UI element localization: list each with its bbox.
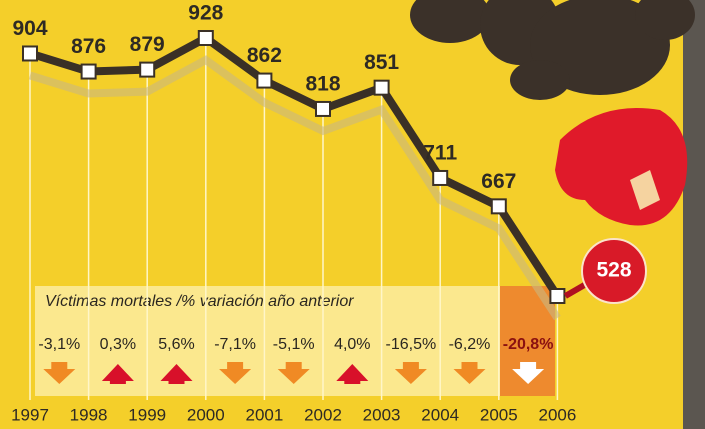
change-label: -20,8% xyxy=(503,336,554,353)
x-tick-label: 1998 xyxy=(70,405,108,424)
x-tick-label: 2004 xyxy=(421,405,459,424)
x-tick-label: 1997 xyxy=(11,405,49,424)
x-tick-label: 2003 xyxy=(363,405,401,424)
x-tick-label: 2005 xyxy=(480,405,518,424)
change-label: -16,5% xyxy=(386,336,437,353)
edge xyxy=(683,0,705,429)
change-label: -5,1% xyxy=(273,336,315,353)
change-label: -7,1% xyxy=(214,336,256,353)
point xyxy=(23,46,37,60)
change-label: 4,0% xyxy=(334,336,370,353)
change-label: -6,2% xyxy=(449,336,491,353)
value-label: 818 xyxy=(305,72,340,95)
change-label: -3,1% xyxy=(38,336,80,353)
point xyxy=(492,199,506,213)
value-label: 928 xyxy=(188,2,223,25)
change-label: 0,3% xyxy=(100,336,136,353)
value-label: 667 xyxy=(481,170,516,193)
point xyxy=(433,171,447,185)
point xyxy=(316,102,330,116)
point xyxy=(550,289,564,303)
point xyxy=(199,31,213,45)
x-tick-label: 2001 xyxy=(245,405,283,424)
x-tick-label: 2000 xyxy=(187,405,225,424)
point xyxy=(82,65,96,79)
value-label: 862 xyxy=(247,44,282,67)
value-label: 711 xyxy=(423,142,457,165)
x-tick-label: 2002 xyxy=(304,405,342,424)
value-label: 528 xyxy=(596,259,631,282)
value-label: 904 xyxy=(12,17,47,40)
value-label: 876 xyxy=(71,35,106,58)
chart: Víctimas mortales /% variación año anter… xyxy=(0,0,705,429)
value-label: 879 xyxy=(130,33,165,56)
subtitle: Víctimas mortales /% variación año anter… xyxy=(45,293,354,310)
point xyxy=(257,74,271,88)
value-label: 851 xyxy=(364,51,399,74)
change-label: 5,6% xyxy=(158,336,194,353)
x-tick-label: 2006 xyxy=(538,405,576,424)
point xyxy=(140,63,154,77)
point xyxy=(375,81,389,95)
x-tick-label: 1999 xyxy=(128,405,166,424)
